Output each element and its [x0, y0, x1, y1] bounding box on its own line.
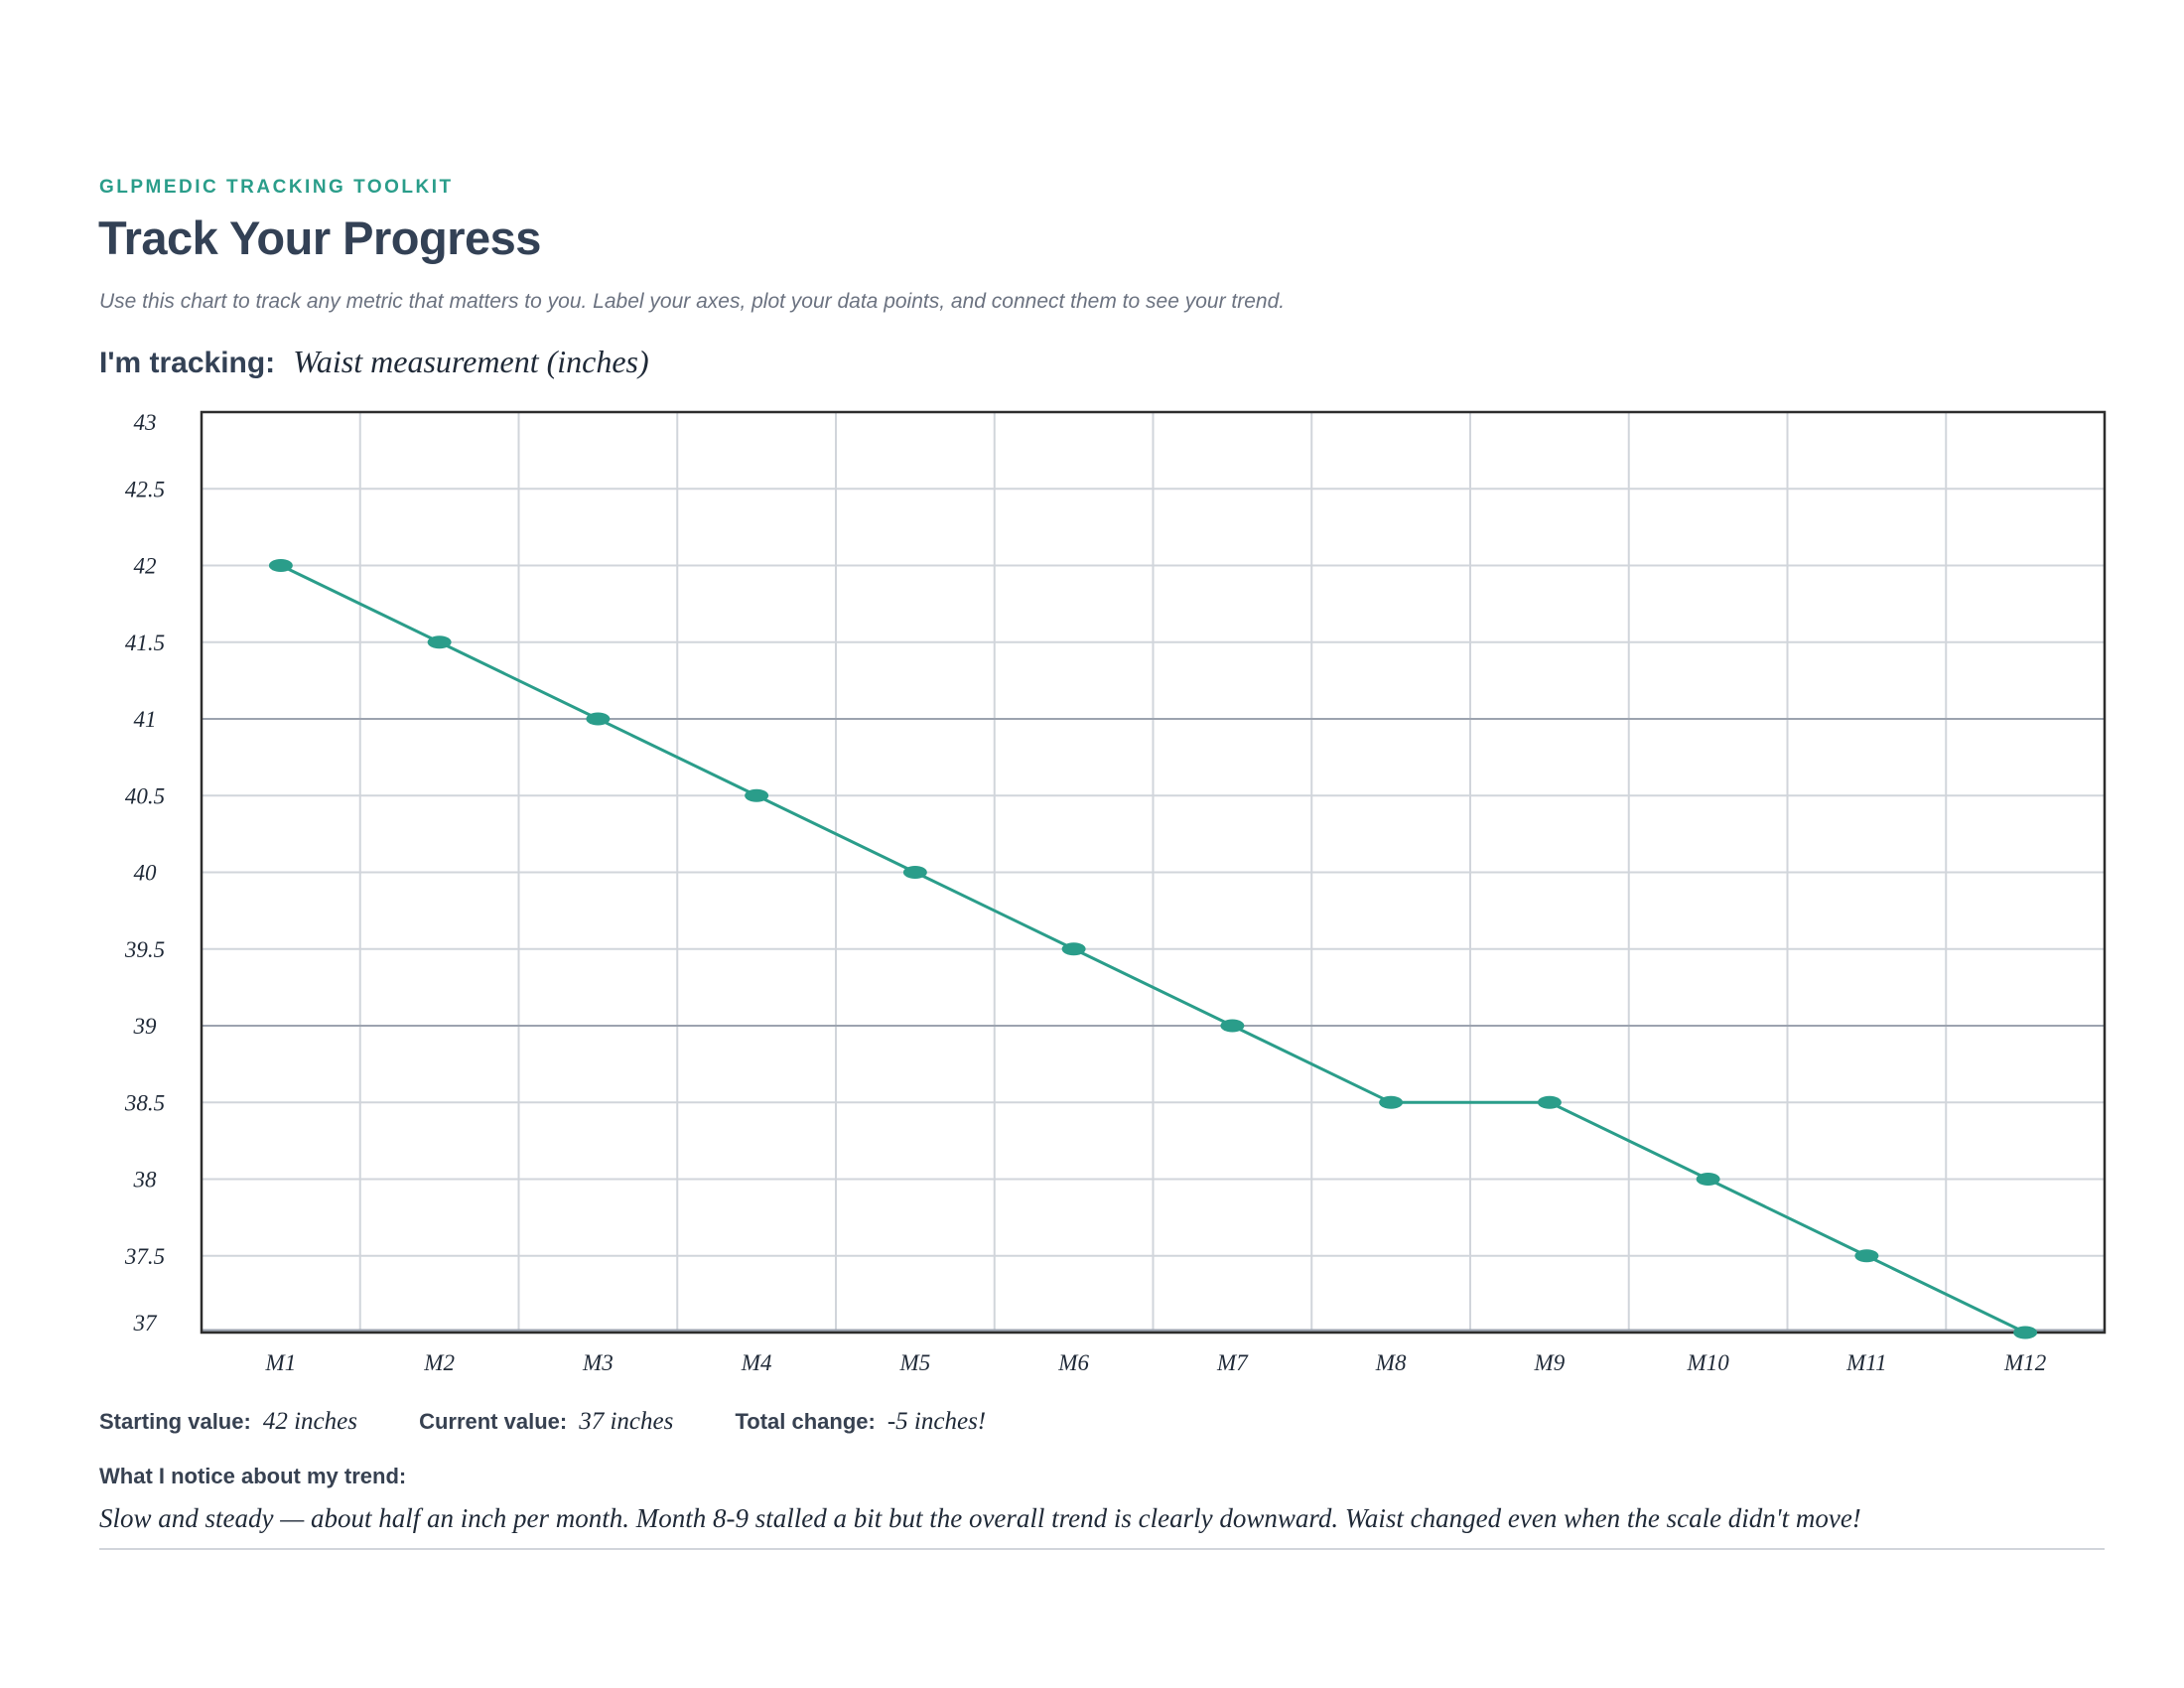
notice-underline [99, 1548, 2105, 1550]
x-tick-label: M1 [265, 1350, 297, 1375]
y-tick-label: 37 [133, 1311, 159, 1336]
current-value: 37 inches [579, 1408, 674, 1435]
x-tick-label: M3 [582, 1350, 614, 1375]
total-change-item: Total change: -5 inches! [735, 1408, 987, 1435]
data-point [2013, 1326, 2038, 1339]
x-tick-label: M12 [2003, 1350, 2046, 1375]
y-tick-label: 43 [134, 410, 157, 435]
y-tick-label: 38 [133, 1168, 158, 1193]
y-tick-label: 41 [134, 707, 157, 732]
y-tick-label: 40 [134, 861, 158, 886]
page-title: Track Your Progress [98, 211, 541, 264]
notice-label: What I notice about my trend: [99, 1464, 407, 1488]
starting-value-item: Starting value: 42 inches [99, 1408, 357, 1435]
data-point [427, 635, 452, 649]
y-tick-label: 39 [133, 1014, 158, 1039]
data-point [268, 559, 293, 572]
x-tick-label: M10 [1687, 1350, 1730, 1375]
starting-value: 42 inches [262, 1408, 357, 1435]
tracking-label: I'm tracking: [99, 347, 276, 379]
current-label: Current value: [419, 1409, 568, 1434]
plot-frame [200, 410, 2107, 1335]
x-tick-label: M7 [1216, 1350, 1249, 1375]
x-tick-label: M11 [1845, 1350, 1886, 1375]
y-tick-label: 38.5 [124, 1090, 165, 1115]
tracking-row: I'm tracking: Waist measurement (inches) [99, 344, 649, 380]
tracking-value: Waist measurement (inches) [293, 344, 649, 379]
series-line [280, 564, 2026, 1335]
data-point [1220, 1019, 1245, 1033]
data-point [1379, 1095, 1404, 1109]
data-point [1537, 1095, 1562, 1109]
summary-row: Starting value: 42 inches Current value: 3… [99, 1408, 1041, 1436]
page-subtitle: Use this chart to track any metric that … [99, 290, 1286, 313]
data-point [1061, 942, 1086, 956]
x-tick-label: M2 [423, 1350, 455, 1375]
x-tick-label: M8 [1375, 1350, 1407, 1375]
x-tick-label: M4 [741, 1350, 772, 1375]
y-tick-label: 37.5 [124, 1244, 165, 1269]
change-label: Total change: [735, 1409, 876, 1434]
data-point [745, 788, 769, 802]
y-tick-label: 42 [134, 554, 157, 579]
change-value: -5 inches! [887, 1408, 987, 1435]
starting-label: Starting value: [99, 1409, 251, 1434]
y-tick-label: 41.5 [125, 631, 165, 655]
data-point [586, 712, 611, 726]
data-point [1854, 1249, 1879, 1263]
current-value-item: Current value: 37 inches [419, 1408, 674, 1435]
x-tick-label: M6 [1057, 1350, 1089, 1375]
notice-text: Slow and steady — about half an inch per… [99, 1503, 1861, 1533]
eyebrow: GLPMEDIC TRACKING TOOLKIT [99, 177, 454, 198]
y-tick-label: 39.5 [124, 937, 165, 962]
y-tick-label: 40.5 [125, 783, 165, 808]
y-tick-label: 42.5 [125, 477, 165, 501]
x-tick-label: M5 [899, 1350, 931, 1375]
data-point [902, 866, 927, 879]
x-tick-label: M9 [1534, 1350, 1566, 1375]
data-point [1696, 1173, 1720, 1186]
